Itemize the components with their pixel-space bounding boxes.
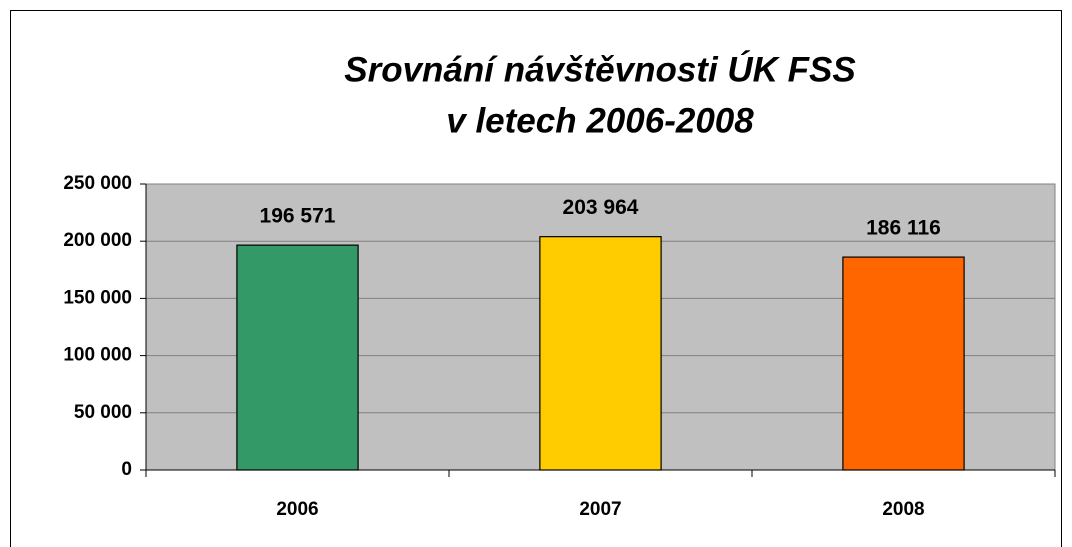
x-tick-label: 2007 (579, 499, 621, 520)
bar (236, 244, 359, 471)
y-tick-label: 150 000 (63, 287, 132, 308)
x-tick-label: 2006 (276, 499, 318, 520)
y-tick-label: 200 000 (63, 230, 132, 251)
bar (842, 256, 965, 471)
chart-title: v letech 2006-2008 (446, 101, 754, 140)
bar (539, 236, 662, 471)
y-tick-label: 250 000 (63, 173, 132, 194)
y-tick-label: 50 000 (74, 402, 132, 423)
data-label: 203 964 (563, 196, 639, 219)
x-tick-label: 2008 (882, 499, 924, 520)
chart-title: Srovnání návštěvnosti ÚK FSS (344, 49, 856, 89)
y-tick-label: 100 000 (63, 345, 132, 366)
data-label: 186 116 (866, 217, 941, 240)
data-label: 196 571 (260, 205, 336, 228)
y-tick-label: 0 (121, 459, 132, 480)
